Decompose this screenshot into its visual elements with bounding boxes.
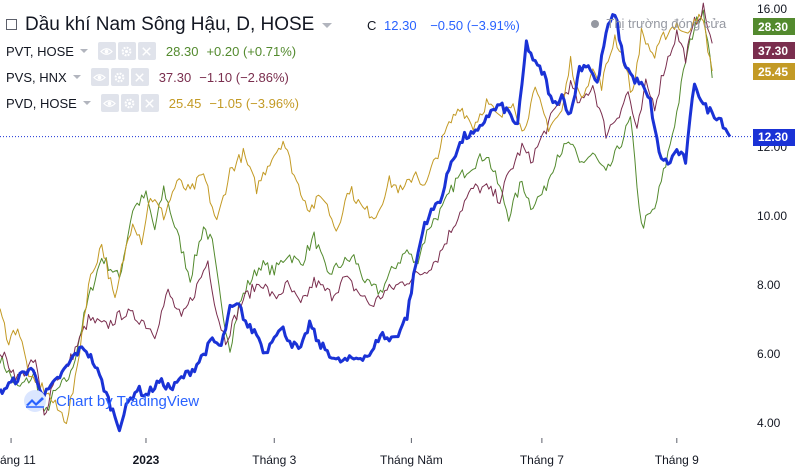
x-tick-label: Tháng 7 <box>520 453 564 467</box>
chevron-down-icon[interactable] <box>79 49 88 53</box>
time-axis: áng 11 2023 Tháng 3 Tháng Năm Tháng 7 Tháng 9 <box>0 438 699 467</box>
x-tick-label: áng 11 <box>0 453 36 467</box>
market-closed-dot-icon <box>591 20 599 28</box>
series-settings-button[interactable] <box>120 94 139 112</box>
series-legend-pvs[interactable]: PVS, HNX 37.30 −1.10 (−2.86%) <box>6 66 289 88</box>
main-series-title[interactable]: Dầu khí Nam Sông Hậu, D, HOSE <box>6 12 333 38</box>
remove-series-button[interactable] <box>130 68 149 86</box>
series-change: −1.10 (−2.86%) <box>199 69 289 85</box>
series-value: 28.30 <box>165 43 199 59</box>
series-symbol[interactable]: PVS, HNX <box>6 69 67 85</box>
toggle-visibility-button[interactable] <box>100 94 119 112</box>
change-value: −0.50 (−3.91%) <box>430 18 520 33</box>
comparison-series-line-1[interactable] <box>0 2 713 416</box>
y-tick-label: 10.00 <box>757 209 787 223</box>
tradingview-watermark[interactable]: Chart by TradingView <box>20 390 199 412</box>
y-tick-label: 16.00 <box>757 2 787 16</box>
tradingview-logo-icon <box>24 390 46 412</box>
series-settings-button[interactable] <box>117 42 136 60</box>
series-symbol[interactable]: PVD, HOSE <box>6 95 77 111</box>
x-tick-label: Tháng Năm <box>380 453 443 467</box>
main-series-line[interactable] <box>0 13 732 433</box>
symbol-title[interactable]: Dầu khí Nam Sông Hậu, D, HOSE <box>25 14 315 35</box>
close-icon <box>145 98 155 108</box>
y-tick-label: 8.00 <box>757 278 781 292</box>
series-lines <box>0 2 732 433</box>
x-tick-label: Tháng 9 <box>655 453 699 467</box>
eye-icon <box>93 73 107 81</box>
remove-series-button[interactable] <box>137 42 156 60</box>
eye-icon <box>100 47 114 55</box>
close-value: 12.30 <box>384 18 417 33</box>
price-tag-pvd: 25.45 <box>753 63 795 80</box>
series-change: −1.05 (−3.96%) <box>209 95 299 111</box>
price-tag-main: 12.30 <box>753 128 795 146</box>
close-icon <box>142 46 152 56</box>
remove-series-button[interactable] <box>140 94 159 112</box>
eye-icon <box>103 99 117 107</box>
gear-icon <box>124 98 135 108</box>
comparison-series-line-0[interactable] <box>0 9 713 412</box>
legend: Dầu khí Nam Sông Hậu, D, HOSE C 12.30 −0… <box>0 0 795 120</box>
series-change: +0.20 (+0.71%) <box>206 43 297 59</box>
gear-icon <box>122 46 132 56</box>
series-symbol[interactable]: PVT, HOSE <box>6 43 74 59</box>
chevron-down-icon[interactable] <box>322 22 333 28</box>
series-legend-pvd[interactable]: PVD, HOSE 25.45 −1.05 (−3.96%) <box>6 92 299 114</box>
x-tick-label: 2023 <box>133 453 160 467</box>
market-status-text: Thị trường đóng cửa <box>606 16 727 31</box>
toggle-visibility-button[interactable] <box>90 68 109 86</box>
chevron-down-icon[interactable] <box>72 75 81 79</box>
gear-icon <box>114 72 125 82</box>
close-label: C <box>367 18 377 33</box>
series-value: 25.45 <box>168 95 202 111</box>
y-tick-label: 4.00 <box>757 416 781 430</box>
x-tick-label: Tháng 3 <box>252 453 296 467</box>
collapse-legend-button[interactable] <box>6 18 17 30</box>
toggle-visibility-button[interactable] <box>97 42 116 60</box>
series-legend-pvt[interactable]: PVT, HOSE 28.30 +0.20 (+0.71%) <box>6 40 296 62</box>
chevron-down-icon[interactable] <box>82 101 91 105</box>
y-tick-label: 6.00 <box>757 347 781 361</box>
market-status[interactable]: Thị trường đóng cửa <box>591 16 726 31</box>
price-tag-pvs: 37.30 <box>753 42 795 59</box>
series-settings-button[interactable] <box>110 68 129 86</box>
comparison-series-line-2[interactable] <box>0 13 713 425</box>
close-icon <box>135 72 144 82</box>
watermark-text: Chart by TradingView <box>56 392 200 410</box>
series-value: 37.30 <box>158 69 192 85</box>
ohlc-values: C 12.30 −0.50 (−3.91%) <box>367 18 520 33</box>
price-tag-pvt: 28.30 <box>753 18 795 35</box>
